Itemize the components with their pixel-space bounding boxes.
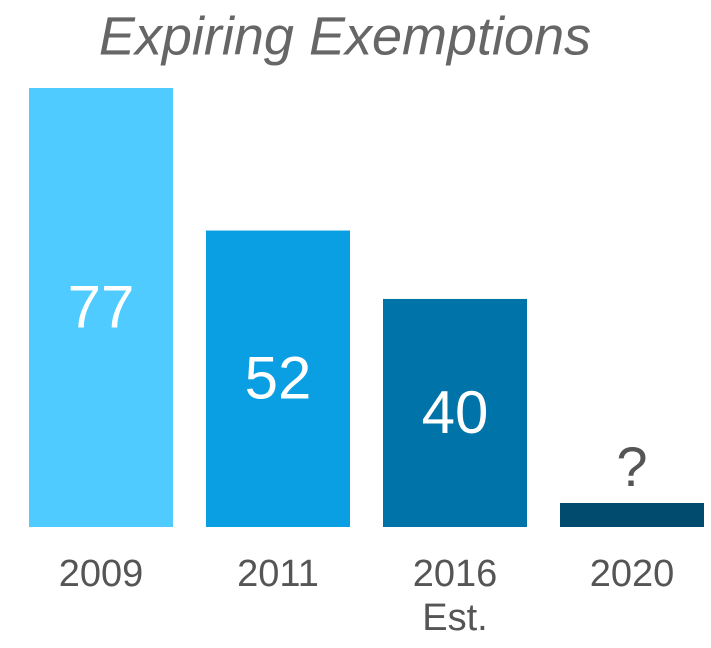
placeholder-bar — [560, 503, 704, 527]
chart-title: Expiring Exemptions — [99, 6, 591, 66]
bar — [206, 230, 350, 527]
x-tick-label: 2020 — [589, 553, 675, 595]
x-tick-label: 2009 — [58, 553, 144, 595]
value-label: 77 — [68, 273, 135, 340]
value-label: ? — [616, 435, 647, 498]
bar — [29, 88, 173, 527]
x-tick-label: 2011 — [237, 553, 319, 595]
value-label: 52 — [245, 345, 312, 412]
value-label: 40 — [422, 379, 489, 446]
x-tick-label: 2016 Est. — [412, 553, 498, 639]
bar — [383, 298, 527, 527]
